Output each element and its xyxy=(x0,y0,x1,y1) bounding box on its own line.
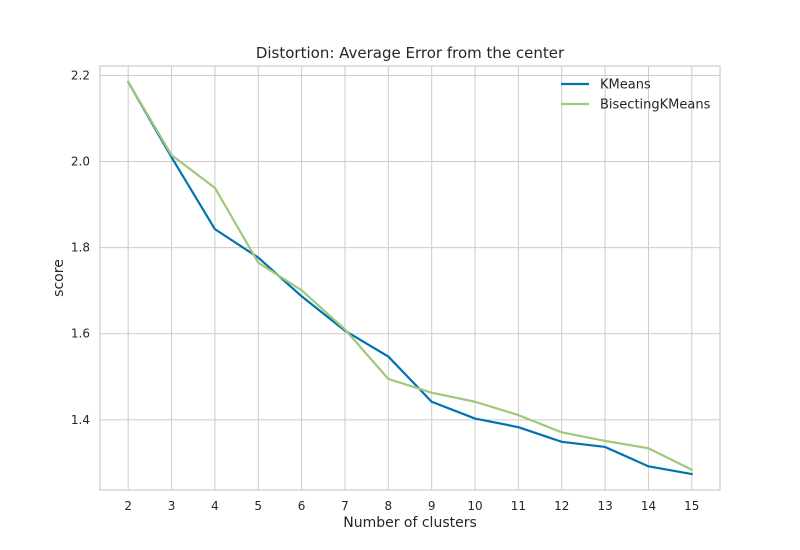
x-tick-label: 12 xyxy=(554,499,569,513)
legend-label-bisectingkmeans: BisectingKMeans xyxy=(600,98,711,113)
x-tick-label: 8 xyxy=(385,499,393,513)
y-tick-label: 2.0 xyxy=(71,155,90,169)
x-axis-label: Number of clusters xyxy=(343,515,477,531)
x-tick-label: 4 xyxy=(211,499,219,513)
x-tick-label: 5 xyxy=(254,499,262,513)
legend: KMeans BisectingKMeans xyxy=(561,78,711,113)
x-tick-label: 13 xyxy=(597,499,612,513)
y-tick-label: 2.2 xyxy=(71,68,90,82)
y-tick-label: 1.6 xyxy=(71,327,90,341)
x-tick-label: 11 xyxy=(511,499,526,513)
plot-frame xyxy=(99,65,721,491)
tick-labels: 2 3 4 5 6 7 8 9 10 11 12 13 14 15 1.4 1.6 1.8 2.0 2.2 xyxy=(71,68,700,513)
x-tick-label: 3 xyxy=(168,499,176,513)
y-tick-label: 1.8 xyxy=(71,241,90,255)
series-layer xyxy=(127,80,693,476)
y-axis-label: score xyxy=(51,259,67,297)
x-tick-label: 6 xyxy=(298,499,306,513)
series-line-bisectingkmeans xyxy=(127,80,693,471)
x-tick-label: 9 xyxy=(428,499,436,513)
x-tick-label: 10 xyxy=(467,499,482,513)
x-tick-label: 15 xyxy=(684,499,699,513)
grid xyxy=(100,66,720,490)
series-line-kmeans xyxy=(127,80,693,476)
legend-label-kmeans: KMeans xyxy=(600,78,651,93)
x-tick-label: 14 xyxy=(641,499,656,513)
chart-title: Distortion: Average Error from the cente… xyxy=(256,44,565,62)
x-tick-label: 7 xyxy=(341,499,349,513)
x-tick-label: 2 xyxy=(124,499,132,513)
y-tick-label: 1.4 xyxy=(71,413,90,427)
